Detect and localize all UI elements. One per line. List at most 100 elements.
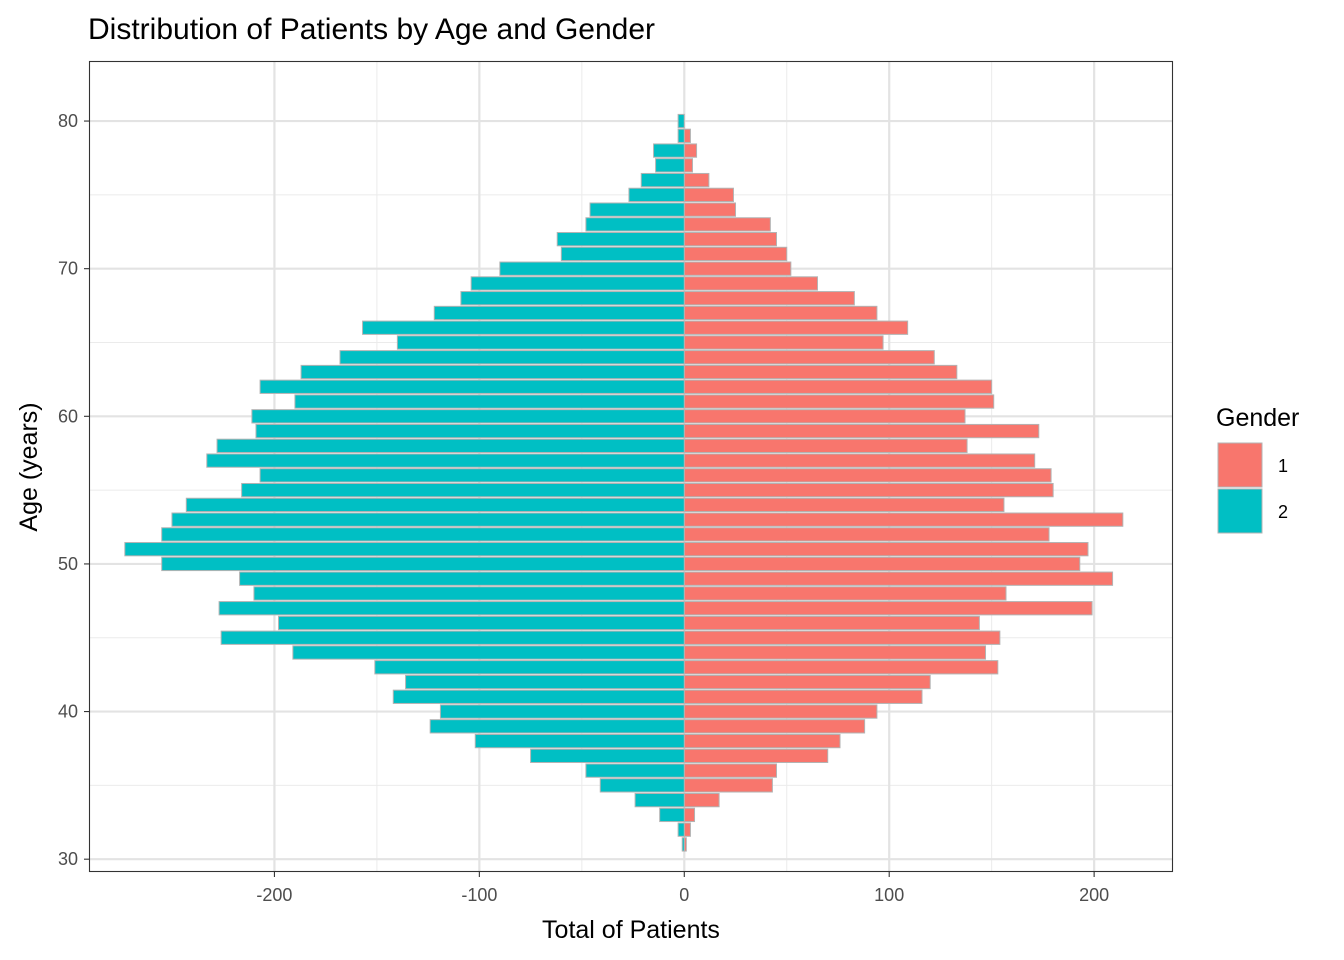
bar-gender-1-age-68 <box>683 291 855 306</box>
bar-gender-2-age-43 <box>374 660 685 675</box>
bar-gender-1-age-39 <box>683 719 866 734</box>
bar-gender-1-age-70 <box>683 261 792 276</box>
bar-gender-1-age-77 <box>683 158 693 173</box>
bar-gender-2-age-80 <box>677 113 685 129</box>
x-tick-label: 0 <box>679 885 689 905</box>
bar-gender-2-age-37 <box>530 748 685 763</box>
bar-gender-1-age-63 <box>683 364 958 380</box>
bar-gender-2-age-61 <box>294 394 685 409</box>
bar-gender-1-age-50 <box>683 556 1081 572</box>
x-axis-title: Total of Patients <box>542 916 720 944</box>
bar-gender-2-age-49 <box>239 571 685 586</box>
bar-gender-2-age-68 <box>460 291 685 306</box>
bar-gender-1-age-66 <box>683 320 909 335</box>
bar-gender-2-age-73 <box>585 217 685 232</box>
bar-gender-1-age-43 <box>683 660 999 675</box>
legend-label-2: 2 <box>1278 502 1288 522</box>
bar-gender-2-age-69 <box>470 276 685 291</box>
legend-key-1 <box>1217 442 1263 488</box>
bar-gender-1-age-65 <box>683 335 884 350</box>
bar-gender-1-age-48 <box>683 586 1007 601</box>
bar-gender-1-age-74 <box>683 202 737 217</box>
bar-gender-2-age-42 <box>405 674 685 690</box>
legend-title: Gender <box>1216 404 1299 432</box>
bar-gender-2-age-47 <box>218 601 685 616</box>
bar-gender-2-age-32 <box>677 822 685 837</box>
bar-gender-2-age-71 <box>560 246 685 262</box>
x-tick-label: 200 <box>1079 885 1109 905</box>
bar-gender-2-age-72 <box>556 232 685 247</box>
y-tick-label: 40 <box>58 702 78 722</box>
bar-gender-1-age-69 <box>683 276 818 291</box>
bar-gender-2-age-36 <box>585 763 685 778</box>
bar-gender-1-age-40 <box>683 704 878 719</box>
bar-gender-2-age-53 <box>171 512 685 527</box>
y-tick-label: 30 <box>58 849 78 869</box>
bar-gender-1-age-42 <box>683 674 931 690</box>
legend-label-1: 1 <box>1278 456 1288 476</box>
bar-gender-2-age-50 <box>161 556 685 572</box>
bar-gender-1-age-34 <box>683 792 720 808</box>
bar-gender-2-age-48 <box>253 586 685 601</box>
bar-gender-1-age-75 <box>683 187 734 203</box>
bar-gender-1-age-57 <box>683 453 1036 468</box>
bar-gender-2-age-67 <box>433 305 685 321</box>
bar-gender-1-age-45 <box>683 630 1001 645</box>
bar-gender-2-age-55 <box>241 482 685 498</box>
bar-gender-1-age-54 <box>683 497 1005 513</box>
x-tick-label: 100 <box>874 885 904 905</box>
bar-gender-1-age-32 <box>683 822 691 837</box>
bar-gender-1-age-56 <box>683 468 1052 483</box>
bar-gender-1-age-41 <box>683 689 923 704</box>
bar-gender-2-age-63 <box>300 364 685 380</box>
bar-gender-1-age-76 <box>683 172 710 188</box>
bar-gender-2-age-38 <box>474 733 685 749</box>
bar-gender-2-age-31 <box>681 837 685 852</box>
bar-gender-2-age-40 <box>439 704 685 719</box>
axes: -200 -100 0 100 200 30 40 50 60 70 80 <box>58 111 1109 905</box>
bar-gender-2-age-54 <box>185 497 685 513</box>
bar-gender-2-age-60 <box>251 409 685 424</box>
bar-gender-2-age-66 <box>362 320 685 335</box>
bar-gender-2-age-46 <box>278 615 685 631</box>
bar-gender-1-age-46 <box>683 615 980 631</box>
bar-gender-1-age-37 <box>683 748 829 763</box>
bar-gender-1-age-33 <box>683 807 696 823</box>
bar-gender-2-age-58 <box>216 438 685 453</box>
x-tick-label: -100 <box>461 885 497 905</box>
bars <box>124 113 1124 852</box>
bar-gender-1-age-62 <box>683 379 993 394</box>
bar-gender-2-age-76 <box>640 172 685 188</box>
bar-gender-2-age-74 <box>589 202 685 217</box>
bar-gender-2-age-52 <box>161 527 685 542</box>
bar-gender-1-age-51 <box>683 542 1089 557</box>
bar-gender-2-age-62 <box>259 379 685 394</box>
bar-gender-2-age-56 <box>259 468 685 483</box>
bar-gender-2-age-59 <box>255 423 685 439</box>
y-tick-label: 60 <box>58 406 78 426</box>
y-tick-label: 50 <box>58 554 78 574</box>
bar-gender-1-age-79 <box>683 128 691 143</box>
bar-gender-2-age-34 <box>634 792 685 808</box>
bar-gender-2-age-57 <box>206 453 685 468</box>
bar-gender-1-age-44 <box>683 645 987 660</box>
y-tick-label: 70 <box>58 259 78 279</box>
x-tick-label: -200 <box>256 885 292 905</box>
bar-gender-2-age-51 <box>124 542 685 557</box>
bar-gender-1-age-49 <box>683 571 1114 586</box>
bar-gender-2-age-78 <box>653 143 685 158</box>
chart-title: Distribution of Patients by Age and Gend… <box>88 13 655 46</box>
bar-gender-2-age-44 <box>292 645 685 660</box>
bar-gender-1-age-52 <box>683 527 1050 542</box>
bar-gender-1-age-58 <box>683 438 968 453</box>
plot-panel-border <box>88 60 1174 873</box>
bar-gender-1-age-61 <box>683 394 995 409</box>
bar-gender-1-age-73 <box>683 217 771 232</box>
bar-gender-1-age-59 <box>683 423 1040 439</box>
bar-gender-1-age-78 <box>683 143 698 158</box>
bar-gender-2-age-64 <box>339 350 685 365</box>
bar-gender-1-age-55 <box>683 482 1054 498</box>
bar-gender-2-age-65 <box>396 335 685 350</box>
bar-gender-2-age-70 <box>499 261 685 276</box>
